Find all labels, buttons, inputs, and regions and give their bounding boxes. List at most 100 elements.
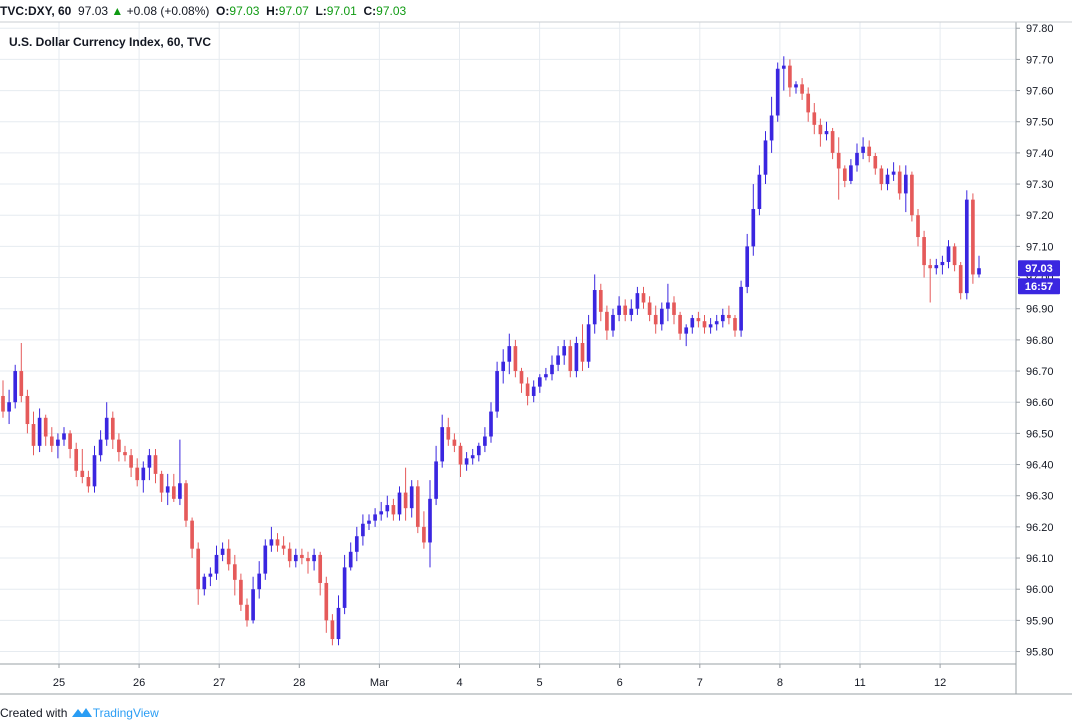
candle xyxy=(727,305,731,325)
candle xyxy=(263,539,268,580)
candle-body xyxy=(580,343,585,362)
candle xyxy=(1,380,5,418)
price-chart[interactable]: 97.80 97.70 97.60 97.50 97.40 97.30 97.20 97.10… xyxy=(0,0,1072,704)
symbol-label: TVC:DXY, 60 xyxy=(0,4,72,18)
candle xyxy=(354,526,359,562)
candle-body xyxy=(495,371,499,412)
candle xyxy=(403,467,408,521)
candle xyxy=(958,261,963,300)
footer: Created with TradingView xyxy=(0,704,159,722)
candle-body xyxy=(550,364,554,375)
candle xyxy=(574,336,579,378)
y-tick-label: 96.10 xyxy=(1026,553,1054,565)
candle-body xyxy=(306,558,310,562)
candle xyxy=(470,448,475,465)
candle xyxy=(409,480,414,518)
candle xyxy=(214,545,219,580)
candle xyxy=(178,439,182,506)
y-tick-label: 97.70 xyxy=(1026,54,1054,66)
candle-body xyxy=(379,511,384,515)
candle-body xyxy=(842,168,847,181)
candle xyxy=(977,255,981,278)
candle xyxy=(684,324,689,347)
candle xyxy=(556,346,560,372)
candle-body xyxy=(885,174,890,185)
candle xyxy=(245,598,249,627)
candle xyxy=(842,165,847,188)
candle xyxy=(226,539,231,571)
candle xyxy=(775,62,780,122)
candle xyxy=(910,171,914,222)
candle-body xyxy=(220,548,225,555)
candle-body xyxy=(958,265,963,294)
candle xyxy=(513,339,518,378)
candle xyxy=(611,308,615,337)
candle xyxy=(379,501,384,521)
tradingview-brand-link[interactable]: TradingView xyxy=(92,706,159,720)
candle-body xyxy=(464,458,469,465)
candle xyxy=(794,81,798,94)
low-value: 97.01 xyxy=(326,4,357,18)
y-axis[interactable]: 97.80 97.70 97.60 97.50 97.40 97.30 97.20 97.10… xyxy=(1016,23,1054,659)
candle xyxy=(171,473,176,502)
candle xyxy=(586,314,591,368)
candle xyxy=(879,165,884,191)
change-value: +0.08 (+0.08%) xyxy=(126,4,210,18)
candle xyxy=(300,548,304,565)
candle-body xyxy=(635,293,640,309)
last-price: 97.03 xyxy=(78,4,109,18)
candle xyxy=(7,389,11,425)
candle-body xyxy=(653,314,658,325)
candle xyxy=(312,548,316,571)
candle-body xyxy=(714,321,719,325)
candle-body xyxy=(763,140,768,175)
candle-body xyxy=(37,417,42,446)
y-tick-label: 96.70 xyxy=(1026,366,1054,378)
candle-body xyxy=(117,439,121,453)
candle xyxy=(946,240,951,269)
y-tick-label: 96.00 xyxy=(1026,584,1054,596)
candle xyxy=(25,389,30,434)
candle-body xyxy=(452,439,457,446)
candle-body xyxy=(641,293,646,303)
plot-area[interactable] xyxy=(0,22,1016,664)
candle-body xyxy=(647,302,652,315)
candle-body xyxy=(147,455,152,468)
candle-body xyxy=(507,346,512,362)
candle xyxy=(501,349,506,384)
candle-body xyxy=(159,473,164,493)
y-tick-label: 96.80 xyxy=(1026,335,1054,347)
candle-body xyxy=(1,395,5,412)
candle xyxy=(117,433,121,462)
candle-body xyxy=(104,417,109,440)
candle-body xyxy=(62,433,66,440)
candle-body xyxy=(135,467,140,481)
candle-body xyxy=(80,470,85,478)
candle-body xyxy=(397,492,402,515)
candle-body xyxy=(739,286,743,331)
candle xyxy=(330,614,335,646)
candle xyxy=(733,314,737,337)
candle-body xyxy=(629,308,634,315)
candle xyxy=(80,448,85,484)
candle xyxy=(415,480,420,534)
candle xyxy=(428,480,432,568)
candle xyxy=(934,258,939,275)
candle-body xyxy=(92,455,97,487)
candle xyxy=(129,448,133,478)
candle xyxy=(422,511,426,549)
candle xyxy=(903,165,908,213)
candle xyxy=(92,445,97,493)
candle xyxy=(739,280,743,337)
candle-body xyxy=(531,386,536,396)
countdown-label: 16:57 xyxy=(1018,278,1060,295)
x-axis[interactable]: 25 26 27 28 Mar 4 5 6 7 8 11 12 xyxy=(53,664,946,689)
candle-body xyxy=(367,520,371,524)
candle-body xyxy=(727,314,731,319)
candle xyxy=(287,542,292,568)
candle-body xyxy=(519,371,524,384)
candle-body xyxy=(964,199,969,294)
candle xyxy=(708,318,713,334)
candle-body xyxy=(110,417,115,440)
candle xyxy=(104,402,109,446)
